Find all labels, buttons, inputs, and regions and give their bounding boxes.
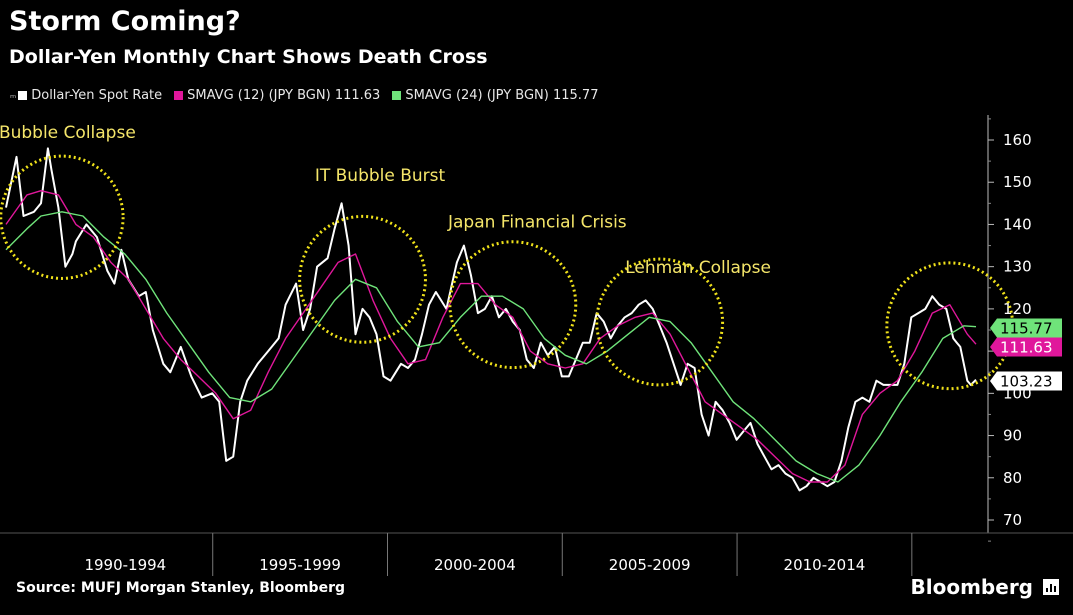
legend-item-sma12[interactable]: SMAVG (12) (JPY BGN) 111.63 xyxy=(174,88,380,103)
source-note: Source: MUFJ Morgan Stanley, Bloomberg xyxy=(16,580,345,596)
legend-item-sma24[interactable]: SMAVG (24) (JPY BGN) 115.77 xyxy=(392,88,598,103)
x-tick-label: 2010-2014 xyxy=(784,556,866,574)
last-value-tag xyxy=(990,318,1062,338)
series-line xyxy=(5,190,977,483)
y-tick-label: 90 xyxy=(1003,427,1022,445)
last-value-label: 115.77 xyxy=(1000,320,1053,338)
y-tick-label: 160 xyxy=(1003,131,1032,149)
last-value-label: 103.23 xyxy=(1000,373,1053,391)
series-line xyxy=(5,211,977,483)
legend-item-spot[interactable]: Dollar-Yen Spot Rate xyxy=(18,88,162,103)
legend-swatch-sma12 xyxy=(174,91,184,100)
highlight-circle xyxy=(298,214,427,344)
pin-icon[interactable]: ₘ xyxy=(10,90,17,101)
y-tick-label: 80 xyxy=(1003,469,1022,487)
y-tick-label: 130 xyxy=(1003,258,1032,276)
chart-title: Storm Coming? xyxy=(9,6,241,37)
annotation-label: Japan Financial Crisis xyxy=(447,212,627,232)
annotation-label: IT Bubble Burst xyxy=(315,166,446,186)
legend-swatch-spot xyxy=(18,91,28,100)
legend-label-sma24: SMAVG (24) (JPY BGN) 115.77 xyxy=(405,88,599,103)
y-tick-label: 70 xyxy=(1003,511,1022,529)
x-tick-label: 1990-1994 xyxy=(84,556,166,574)
legend: ₘ Dollar-Yen Spot Rate SMAVG (12) (JPY B… xyxy=(10,88,610,103)
annotation-label: Japan Bubble Collapse xyxy=(0,123,136,143)
last-value-tag xyxy=(990,337,1062,357)
x-tick-label: 2000-2004 xyxy=(434,556,516,574)
legend-swatch-sma24 xyxy=(392,91,402,100)
highlight-circle xyxy=(448,240,578,370)
y-tick-label: 140 xyxy=(1003,215,1032,233)
annotation-label: Lehman Collapse xyxy=(625,258,771,278)
x-tick-label: 1995-1999 xyxy=(259,556,341,574)
x-tick-label: 2005-2009 xyxy=(609,556,691,574)
highlight-circle xyxy=(0,154,125,280)
highlight-circle xyxy=(595,257,725,387)
brand-logo-text: Bloomberg xyxy=(910,575,1033,599)
last-value-label: 111.63 xyxy=(1000,339,1053,357)
legend-label-sma12: SMAVG (12) (JPY BGN) 111.63 xyxy=(187,88,381,103)
y-tick-label: 150 xyxy=(1003,173,1032,191)
chart-subtitle: Dollar-Yen Monthly Chart Shows Death Cro… xyxy=(9,46,488,68)
last-value-tag xyxy=(990,371,1062,391)
legend-label-spot: Dollar-Yen Spot Rate xyxy=(31,88,163,103)
bar-chart-icon xyxy=(1043,579,1059,595)
